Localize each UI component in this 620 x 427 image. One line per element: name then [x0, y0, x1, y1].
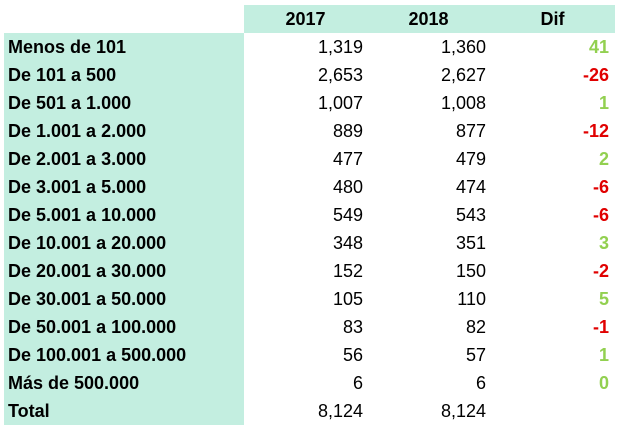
- cell-2018: 2,627: [440, 65, 486, 85]
- cell-2017: 152: [332, 261, 363, 281]
- cell-2018: 110: [457, 289, 486, 309]
- row-label: De 100.001 a 500.000: [4, 341, 244, 369]
- table-row: De 3.001 a 5.000 480 474 -6: [4, 173, 615, 201]
- header-blank-cell: [4, 5, 244, 33]
- row-label: De 3.001 a 5.000: [4, 173, 244, 201]
- header-2017: 2017: [244, 5, 367, 33]
- table-row: De 100.001 a 500.000 56 57 1: [4, 341, 615, 369]
- header-2018: 2018: [367, 5, 490, 33]
- cell-2017: 348: [332, 233, 363, 253]
- row-label: De 101 a 500: [4, 61, 244, 89]
- population-size-table: 2017 2018 Dif Menos de 101 1,319 1,360 41 De…: [4, 5, 615, 425]
- cell-dif: 1: [598, 345, 609, 365]
- cell-2018: 351: [455, 233, 486, 253]
- cell-2018: 1,008: [440, 93, 486, 113]
- table-row: Menos de 101 1,319 1,360 41: [4, 33, 615, 61]
- cell-2018: 877: [455, 121, 486, 141]
- cell-2017: 477: [332, 149, 363, 169]
- total-dif: [490, 397, 615, 425]
- cell-2017: 549: [332, 205, 363, 225]
- cell-2018: 82: [465, 317, 486, 337]
- cell-2017: 6: [352, 373, 363, 393]
- cell-dif: -2: [592, 261, 609, 281]
- cell-2017: 83: [342, 317, 363, 337]
- cell-2017: 480: [332, 177, 363, 197]
- table-row: De 50.001 a 100.000 83 82 -1: [4, 313, 615, 341]
- table-row: De 101 a 500 2,653 2,627 -26: [4, 61, 615, 89]
- row-label: De 5.001 a 10.000: [4, 201, 244, 229]
- data-table-container: 2017 2018 Dif Menos de 101 1,319 1,360 41 De…: [4, 5, 615, 425]
- cell-dif: 3: [598, 233, 609, 253]
- cell-dif: -26: [582, 65, 609, 85]
- cell-2017: 1,319: [317, 37, 363, 57]
- row-label: De 30.001 a 50.000: [4, 285, 244, 313]
- row-label: De 20.001 a 30.000: [4, 257, 244, 285]
- cell-dif: -6: [592, 177, 609, 197]
- cell-dif: 1: [598, 93, 609, 113]
- cell-2018: 1,360: [440, 37, 486, 57]
- row-label: De 1.001 a 2.000: [4, 117, 244, 145]
- cell-2018: 479: [455, 149, 486, 169]
- cell-dif: 41: [588, 37, 609, 57]
- cell-2017: 2,653: [317, 65, 363, 85]
- cell-dif: 2: [598, 149, 609, 169]
- table-row: De 30.001 a 50.000 105 110 5: [4, 285, 615, 313]
- cell-dif: -1: [592, 317, 609, 337]
- row-label: Más de 500.000: [4, 369, 244, 397]
- cell-2018: 57: [465, 345, 486, 365]
- row-label: De 50.001 a 100.000: [4, 313, 244, 341]
- cell-2018: 6: [475, 373, 486, 393]
- table-row: De 20.001 a 30.000 152 150 -2: [4, 257, 615, 285]
- cell-dif: -6: [592, 205, 609, 225]
- table-row: De 10.001 a 20.000 348 351 3: [4, 229, 615, 257]
- cell-2017: 889: [332, 121, 363, 141]
- row-label: De 10.001 a 20.000: [4, 229, 244, 257]
- total-2017: 8,124: [317, 401, 363, 421]
- table-row: De 2.001 a 3.000 477 479 2: [4, 145, 615, 173]
- row-label: Menos de 101: [4, 33, 244, 61]
- total-row: Total 8,124 8,124: [4, 397, 615, 425]
- total-2018: 8,124: [440, 401, 486, 421]
- table-row: De 501 a 1.000 1,007 1,008 1: [4, 89, 615, 117]
- table-row: Más de 500.000 6 6 0: [4, 369, 615, 397]
- table-row: De 5.001 a 10.000 549 543 -6: [4, 201, 615, 229]
- row-label: De 2.001 a 3.000: [4, 145, 244, 173]
- cell-2017: 1,007: [317, 93, 363, 113]
- table-body: Menos de 101 1,319 1,360 41 De 101 a 500 2,65…: [4, 33, 615, 397]
- cell-2017: 105: [332, 289, 363, 309]
- cell-dif: 5: [598, 289, 609, 309]
- header-row: 2017 2018 Dif: [4, 5, 615, 33]
- cell-2017: 56: [342, 345, 363, 365]
- header-dif: Dif: [490, 5, 615, 33]
- cell-2018: 150: [455, 261, 486, 281]
- total-label: Total: [4, 397, 244, 425]
- cell-dif: -12: [582, 121, 609, 141]
- cell-2018: 474: [455, 177, 486, 197]
- row-label: De 501 a 1.000: [4, 89, 244, 117]
- table-row: De 1.001 a 2.000 889 877 -12: [4, 117, 615, 145]
- cell-dif: 0: [598, 373, 609, 393]
- cell-2018: 543: [455, 205, 486, 225]
